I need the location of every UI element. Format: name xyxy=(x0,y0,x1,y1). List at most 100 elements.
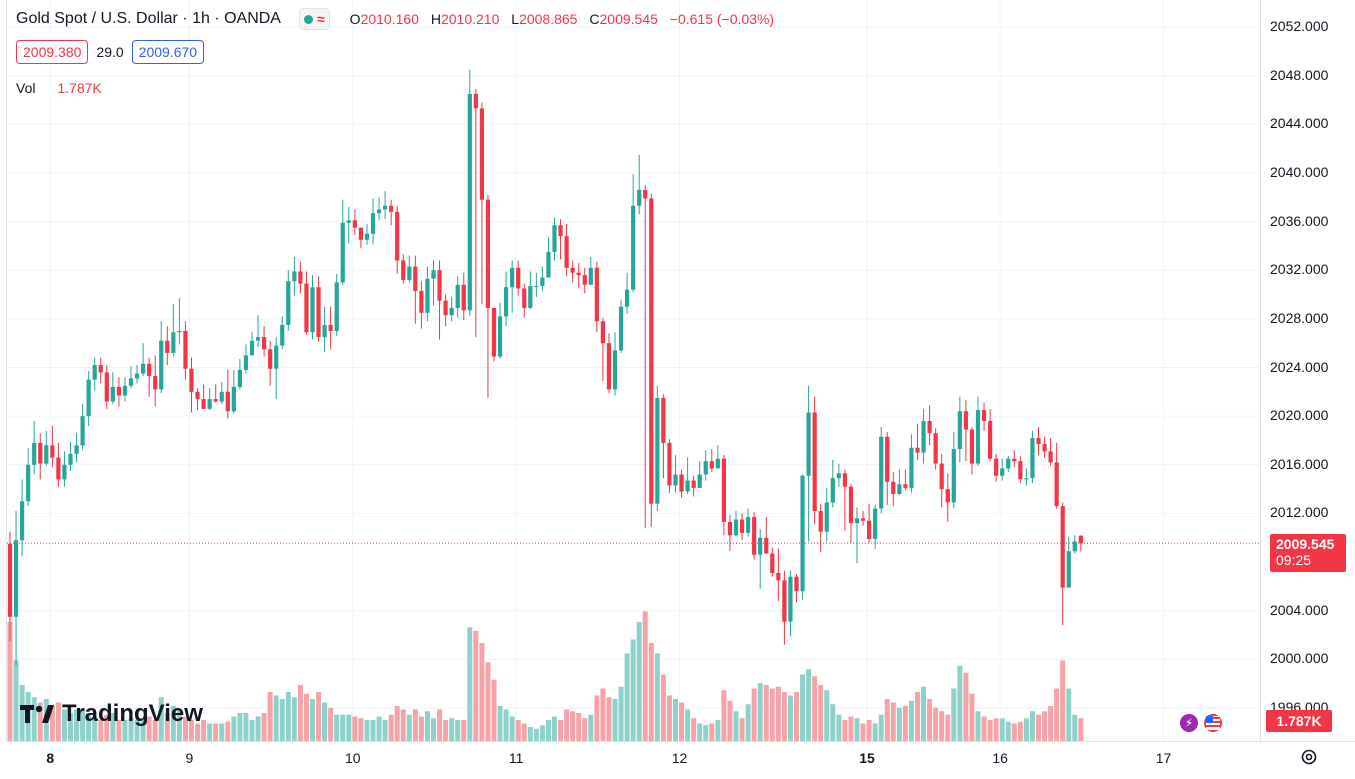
us-flag-icon[interactable] xyxy=(1202,712,1224,734)
candle-body xyxy=(788,576,793,622)
price-tick-label: 2020.000 xyxy=(1270,407,1329,424)
price-tick-label: 2052.000 xyxy=(1270,18,1329,34)
candle-body xyxy=(225,391,230,412)
candle-body xyxy=(231,386,236,412)
candle-body xyxy=(153,376,158,390)
volume-bar xyxy=(830,704,836,741)
candle-body xyxy=(558,225,563,237)
volume-bar xyxy=(666,695,672,741)
volume-bar xyxy=(176,709,182,741)
candle-body xyxy=(376,209,382,214)
candle-body xyxy=(219,391,224,402)
candle-body xyxy=(969,429,975,464)
candle-body xyxy=(1048,451,1053,463)
candle-body xyxy=(491,307,497,357)
candle-body xyxy=(637,189,642,206)
plot-area[interactable] xyxy=(6,0,1261,742)
volume-bar xyxy=(406,714,412,741)
volume-bar xyxy=(576,713,582,741)
candle-body xyxy=(697,474,702,488)
volume-bar xyxy=(431,718,436,741)
volume-bar xyxy=(80,709,86,741)
volume-bar xyxy=(134,720,140,741)
candle-body xyxy=(715,458,720,469)
volume-bar xyxy=(437,709,443,741)
volume-bar xyxy=(594,695,600,741)
price-tick-label: 2036.000 xyxy=(1270,212,1329,229)
volume-bar xyxy=(182,716,188,741)
volume-bar xyxy=(908,700,914,741)
candle-body xyxy=(1012,458,1017,462)
candle-body xyxy=(165,340,170,353)
volume-legend: Vol 1.787K xyxy=(16,80,102,96)
volume-bar xyxy=(673,699,678,741)
volume-bar xyxy=(660,674,666,741)
candle-body xyxy=(322,324,327,338)
volume-value: 1.787K xyxy=(57,80,102,96)
volume-bar xyxy=(612,699,618,741)
candle-body xyxy=(673,474,678,486)
candle-body xyxy=(431,270,436,279)
volume-bar xyxy=(999,718,1005,741)
volume-bar xyxy=(624,653,630,741)
volume-bar xyxy=(618,686,624,741)
candle-body xyxy=(1018,461,1023,480)
candle-body xyxy=(733,519,739,536)
candle-body xyxy=(655,397,660,504)
volume-bar xyxy=(285,692,291,741)
buy-price-button[interactable]: 2009.670 xyxy=(131,40,205,64)
time-tick-label: 9 xyxy=(185,750,194,766)
candle-body xyxy=(370,213,376,234)
volume-bar xyxy=(443,720,449,741)
volume-bar xyxy=(49,706,55,741)
symbol-legend: Gold Spot / U.S. Dollar · 1h · OANDA ≈ O… xyxy=(16,8,774,30)
volume-bar xyxy=(213,723,219,741)
tradingview-logo[interactable]: TradingView xyxy=(20,700,203,728)
candle-body xyxy=(26,464,31,502)
volume-bar xyxy=(382,720,388,741)
symbol-title[interactable]: Gold Spot / U.S. Dollar · 1h · OANDA xyxy=(16,10,281,27)
candle-body xyxy=(667,442,672,486)
close-label: C xyxy=(589,11,600,27)
volume-bar xyxy=(164,713,170,741)
candle-body xyxy=(534,286,539,288)
bid-ask-row: 2009.380 29.0 2009.670 xyxy=(16,40,205,64)
gear-icon[interactable] xyxy=(1300,748,1318,766)
lightning-icon[interactable]: ⚡ xyxy=(1178,712,1200,734)
candle-body xyxy=(1030,438,1035,479)
volume-label[interactable]: Vol xyxy=(16,80,36,96)
status-pill[interactable]: ≈ xyxy=(298,8,330,30)
candle-body xyxy=(752,517,757,555)
candle-body xyxy=(994,458,999,476)
candle-body xyxy=(280,324,285,346)
volume-bar xyxy=(733,711,739,741)
volume-bar xyxy=(812,676,818,741)
volume-bar xyxy=(558,720,564,741)
volume-bar xyxy=(606,697,612,741)
change-value: −0.615 (−0.03%) xyxy=(669,11,775,27)
candle-body xyxy=(564,236,569,268)
volume-bar xyxy=(261,713,267,741)
volume-bar xyxy=(685,709,691,741)
volume-bar xyxy=(927,699,933,741)
sell-price-button[interactable]: 2009.380 xyxy=(16,40,89,64)
volume-bar xyxy=(697,723,703,741)
volume-bar xyxy=(800,674,806,741)
volume-bar xyxy=(545,720,551,741)
volume-bar xyxy=(515,720,521,741)
candle-body xyxy=(588,267,593,285)
volume-bar xyxy=(376,716,382,741)
candle-body xyxy=(497,316,503,357)
candle-body xyxy=(485,199,491,308)
volume-bar xyxy=(818,685,824,741)
volume-bar xyxy=(745,704,751,741)
candle-body xyxy=(758,537,763,555)
candle-body xyxy=(867,520,872,539)
open-label: O xyxy=(349,11,361,27)
volume-bar xyxy=(987,720,993,741)
candle-body xyxy=(201,399,206,409)
candle-body xyxy=(195,391,200,400)
volume-bar xyxy=(418,716,424,741)
time-scale-divider xyxy=(6,741,1355,742)
